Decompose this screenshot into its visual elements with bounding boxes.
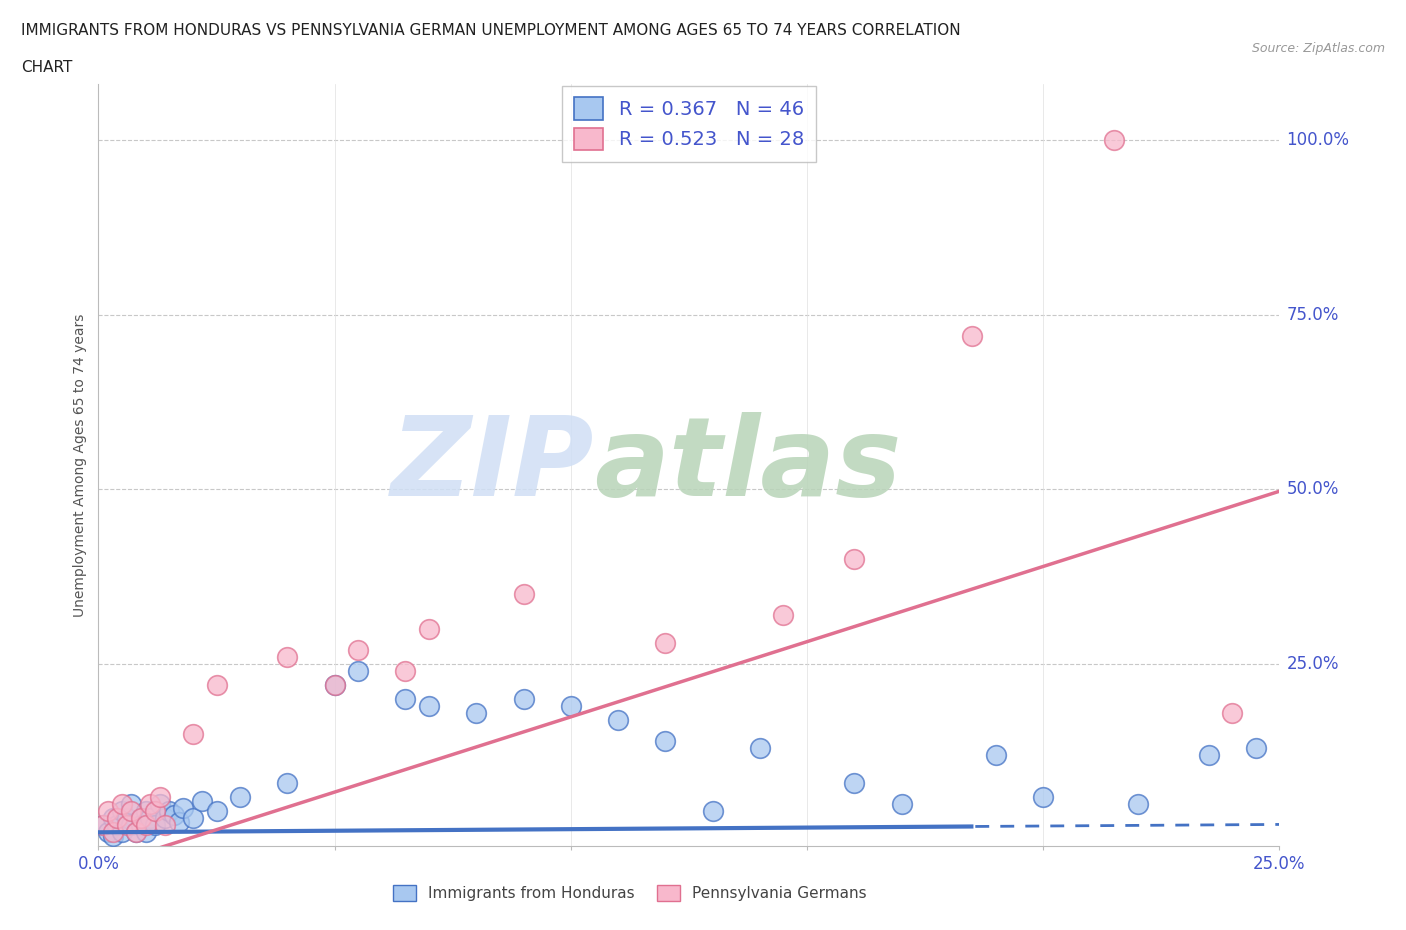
Point bbox=[97, 804, 120, 818]
Point bbox=[702, 804, 724, 818]
Point bbox=[101, 811, 124, 826]
Point bbox=[101, 825, 124, 840]
Text: 75.0%: 75.0% bbox=[1286, 306, 1339, 324]
Point bbox=[323, 678, 346, 693]
Point bbox=[129, 817, 152, 832]
Point bbox=[135, 825, 157, 840]
Point bbox=[125, 825, 148, 840]
Point bbox=[153, 811, 176, 826]
Point bbox=[607, 713, 630, 728]
Point bbox=[191, 793, 214, 808]
Point bbox=[139, 811, 162, 826]
Point bbox=[121, 804, 143, 818]
Text: 50.0%: 50.0% bbox=[1286, 481, 1339, 498]
Point bbox=[135, 817, 157, 832]
Point bbox=[121, 797, 143, 812]
Point bbox=[105, 817, 128, 832]
Point bbox=[1220, 706, 1243, 721]
Point bbox=[1102, 132, 1125, 147]
Point bbox=[560, 699, 582, 714]
Point bbox=[772, 608, 794, 623]
Point bbox=[276, 776, 298, 790]
Point bbox=[167, 815, 190, 830]
Point bbox=[172, 801, 194, 816]
Point bbox=[149, 790, 172, 804]
Point bbox=[125, 825, 148, 840]
Point bbox=[1032, 790, 1054, 804]
Point bbox=[844, 552, 866, 567]
Point bbox=[97, 825, 120, 840]
Point bbox=[121, 817, 143, 832]
Point bbox=[748, 741, 770, 756]
Point bbox=[418, 699, 440, 714]
Point bbox=[101, 829, 124, 844]
Point bbox=[111, 804, 134, 818]
Point bbox=[105, 811, 128, 826]
Point bbox=[115, 811, 138, 826]
Point bbox=[1244, 741, 1267, 756]
Point bbox=[157, 804, 180, 818]
Point bbox=[1126, 797, 1149, 812]
Point bbox=[111, 797, 134, 812]
Point bbox=[143, 817, 166, 832]
Text: ZIP: ZIP bbox=[391, 411, 595, 519]
Point bbox=[129, 811, 152, 826]
Point bbox=[654, 636, 676, 651]
Point bbox=[229, 790, 252, 804]
Point bbox=[181, 727, 204, 742]
Text: Source: ZipAtlas.com: Source: ZipAtlas.com bbox=[1251, 42, 1385, 55]
Point bbox=[181, 811, 204, 826]
Point bbox=[323, 678, 346, 693]
Point bbox=[394, 664, 416, 679]
Point bbox=[149, 797, 172, 812]
Point bbox=[465, 706, 488, 721]
Text: CHART: CHART bbox=[21, 60, 73, 75]
Point bbox=[129, 811, 152, 826]
Text: atlas: atlas bbox=[595, 411, 901, 519]
Point bbox=[205, 804, 228, 818]
Legend: Immigrants from Honduras, Pennsylvania Germans: Immigrants from Honduras, Pennsylvania G… bbox=[387, 879, 873, 908]
Point bbox=[394, 692, 416, 707]
Point bbox=[135, 804, 157, 818]
Text: 100.0%: 100.0% bbox=[1286, 131, 1350, 149]
Text: IMMIGRANTS FROM HONDURAS VS PENNSYLVANIA GERMAN UNEMPLOYMENT AMONG AGES 65 TO 74: IMMIGRANTS FROM HONDURAS VS PENNSYLVANIA… bbox=[21, 23, 960, 38]
Point bbox=[139, 797, 162, 812]
Point bbox=[984, 748, 1007, 763]
Point bbox=[111, 825, 134, 840]
Point bbox=[163, 807, 186, 822]
Point bbox=[844, 776, 866, 790]
Point bbox=[962, 328, 984, 343]
Y-axis label: Unemployment Among Ages 65 to 74 years: Unemployment Among Ages 65 to 74 years bbox=[73, 313, 87, 617]
Point bbox=[115, 817, 138, 832]
Point bbox=[512, 692, 534, 707]
Point bbox=[347, 664, 370, 679]
Point bbox=[91, 817, 114, 832]
Point bbox=[276, 650, 298, 665]
Point bbox=[143, 804, 166, 818]
Text: 25.0%: 25.0% bbox=[1286, 656, 1339, 673]
Point bbox=[91, 817, 114, 832]
Point bbox=[347, 643, 370, 658]
Point bbox=[654, 734, 676, 749]
Point bbox=[205, 678, 228, 693]
Point bbox=[512, 587, 534, 602]
Point bbox=[153, 817, 176, 832]
Point bbox=[1198, 748, 1220, 763]
Point bbox=[890, 797, 912, 812]
Point bbox=[418, 622, 440, 637]
